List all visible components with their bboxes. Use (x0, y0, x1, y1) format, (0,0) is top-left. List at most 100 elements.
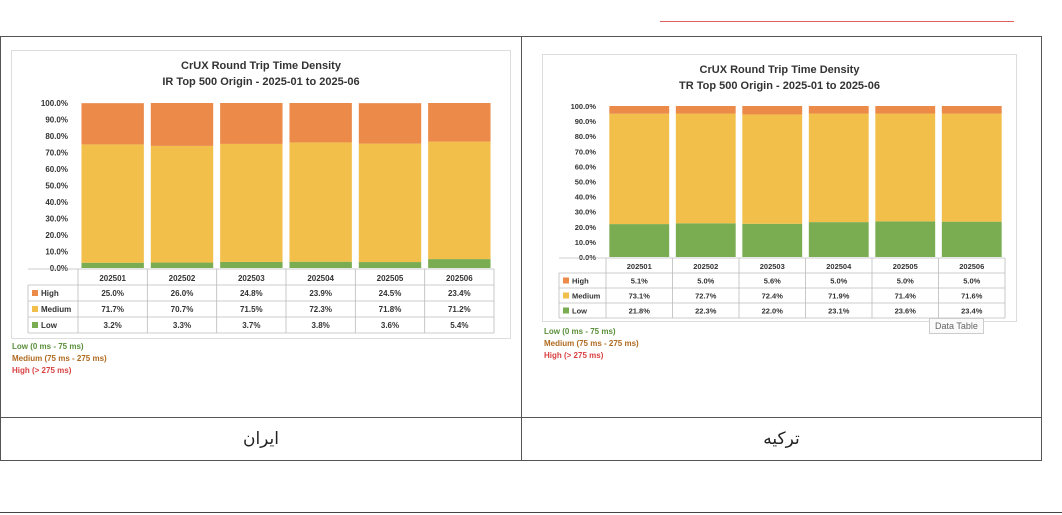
chart-card-ir: CrUX Round Trip Time Density IR Top 500 … (11, 50, 511, 339)
data-label: 22.3% (695, 307, 717, 316)
stacked-bar-chart-ir: 0.0% 10.0% 20.0% 30.0% 40.0% 50.0% 60.0% 70.0% 8… (27, 99, 495, 334)
series-name: High (572, 277, 589, 286)
data-label: 25.0% (101, 289, 124, 298)
category-label: 202502 (693, 262, 718, 271)
legend-swatch-medium (32, 306, 38, 312)
y-tick-label: 90.0% (575, 117, 597, 126)
y-tick-label: 20.0% (45, 231, 68, 240)
bar-segment-low (742, 223, 803, 257)
data-label: 23.1% (828, 307, 850, 316)
bar-segment-medium (742, 114, 803, 224)
y-tick-label: 50.0% (45, 182, 68, 191)
series-name: Medium (572, 292, 601, 301)
bar-segment-high (289, 103, 352, 143)
chart-title-ir: CrUX Round Trip Time Density (181, 60, 341, 72)
data-label: 73.1% (629, 292, 651, 301)
stacked-bar-chart-tr: 0.0% 10.0% 20.0% 30.0% 40.0% 50.0% 60.0% 70.0% 8… (558, 102, 1006, 319)
y-tick-label: 90.0% (45, 116, 68, 125)
bar-segment-low (428, 259, 491, 268)
bar-segment-high (609, 106, 670, 114)
y-tick-label: 80.0% (45, 132, 68, 141)
category-label: 202501 (627, 262, 652, 271)
bar-segment-low (81, 262, 144, 268)
y-tick-label: 20.0% (575, 223, 597, 232)
legend-swatch-high (563, 277, 569, 284)
bar-segment-high (675, 106, 736, 114)
y-tick-label: 100.0% (41, 99, 68, 108)
data-label: 5.6% (764, 277, 781, 286)
bar-segment-high (358, 103, 422, 144)
bar-segment-medium (81, 144, 144, 263)
data-label: 26.0% (171, 289, 194, 298)
bar-segment-low (609, 224, 670, 257)
category-label: 202505 (893, 262, 918, 271)
data-table-tooltip: Data Table (929, 318, 984, 334)
bar-segment-medium (428, 141, 491, 260)
bar-segment-low (875, 221, 936, 257)
category-label: 202503 (238, 274, 265, 283)
bar-segment-low (941, 221, 1002, 257)
category-label: 202504 (826, 262, 852, 271)
data-label: 3.3% (173, 321, 191, 330)
y-tick-label: 30.0% (45, 215, 68, 224)
y-tick-label: 70.0% (45, 149, 68, 158)
bar-segment-high (428, 103, 491, 142)
chart-title-tr: CrUX Round Trip Time Density (699, 64, 860, 76)
row-divider (1, 417, 1041, 418)
column-divider (521, 37, 522, 460)
legend-low: Low (0 ms - 75 ms) (544, 327, 616, 336)
chart-subtitle-ir: IR Top 500 Origin - 2025-01 to 2025-06 (162, 76, 360, 88)
category-label: 202502 (169, 274, 196, 283)
y-tick-label: 10.0% (45, 248, 68, 257)
bar-segment-medium (150, 145, 214, 263)
data-label: 3.2% (104, 321, 122, 330)
data-label: 71.8% (379, 305, 402, 314)
data-label: 72.3% (309, 305, 332, 314)
bar-segment-low (150, 262, 214, 268)
legend-tr: Low (0 ms - 75 ms) Medium (75 ms - 275 m… (544, 326, 639, 362)
bar-segment-high (742, 106, 803, 115)
bar-segment-high (220, 103, 283, 144)
data-label: 71.7% (101, 305, 124, 314)
chart-subtitle-tr: TR Top 500 Origin - 2025-01 to 2025-06 (679, 80, 880, 92)
y-tick-label: 40.0% (45, 198, 68, 207)
data-label: 23.4% (448, 289, 471, 298)
y-tick-label: 100.0% (571, 102, 597, 111)
data-label: 5.0% (963, 277, 980, 286)
legend-medium: Medium (75 ms - 275 ms) (544, 339, 639, 348)
category-label: 202501 (99, 274, 126, 283)
bar-segment-medium (941, 113, 1002, 222)
chart-card-tr: CrUX Round Trip Time Density TR Top 500 … (542, 54, 1017, 322)
bar-segment-low (289, 261, 352, 268)
top-accent-rule (660, 21, 1014, 22)
bar-segment-medium (875, 113, 936, 222)
data-label: 3.7% (242, 321, 260, 330)
data-label: 22.0% (762, 307, 784, 316)
bar-segment-high (875, 106, 936, 114)
bar-segment-medium (675, 113, 736, 224)
bar-segment-medium (220, 143, 283, 262)
data-label: 23.4% (961, 307, 983, 316)
category-label: 202506 (446, 274, 473, 283)
data-label: 23.6% (895, 307, 917, 316)
y-tick-label: 80.0% (575, 132, 597, 141)
bar-segment-low (358, 262, 422, 268)
data-label: 70.7% (171, 305, 194, 314)
bar-segment-low (220, 261, 283, 268)
series-name: Low (572, 307, 587, 316)
data-label: 71.5% (240, 305, 263, 314)
y-tick-label: 30.0% (575, 208, 597, 217)
bar-segment-low (808, 222, 869, 257)
data-label: 72.7% (695, 292, 717, 301)
bar-segment-medium (609, 113, 670, 225)
legend-swatch-high (32, 290, 38, 296)
data-label: 71.2% (448, 305, 471, 314)
y-tick-label: 60.0% (575, 162, 597, 171)
category-label: 202505 (377, 274, 404, 283)
data-label: 23.9% (309, 289, 332, 298)
data-label: 71.9% (828, 292, 850, 301)
y-tick-label: 60.0% (45, 165, 68, 174)
y-tick-label: 0.0% (579, 253, 596, 262)
data-label: 21.8% (629, 307, 651, 316)
data-label: 5.1% (631, 277, 648, 286)
